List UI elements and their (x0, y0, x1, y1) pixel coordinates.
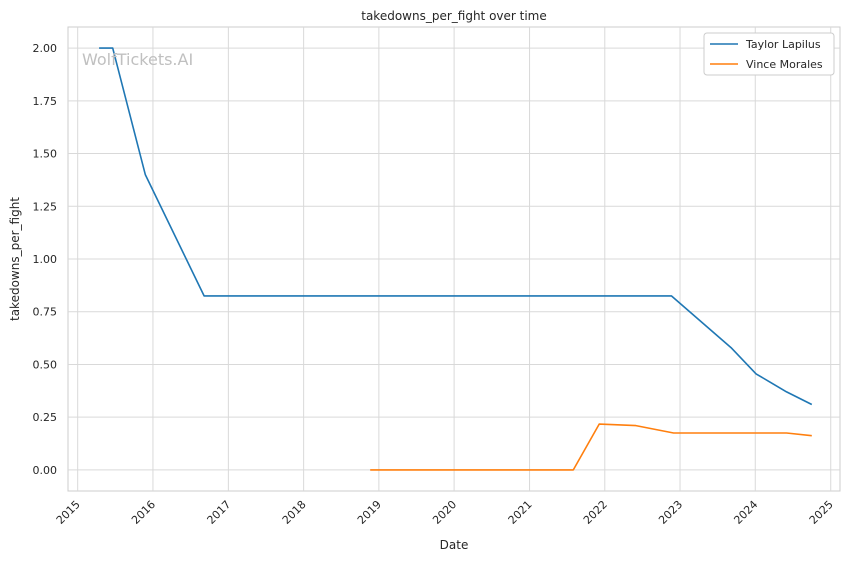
legend-label-taylor-lapilus: Taylor Lapilus (745, 38, 821, 51)
y-tick-label: 0.50 (33, 358, 58, 371)
x-tick-label: 2021 (506, 498, 535, 527)
y-tick-label: 0.25 (33, 411, 58, 424)
x-tick-label: 2023 (656, 498, 685, 527)
x-tick-label: 2016 (129, 498, 158, 527)
grid-lines (68, 27, 840, 491)
y-axis-label: takedowns_per_fight (8, 197, 22, 321)
y-tick-label: 1.00 (33, 253, 58, 266)
y-tick-label: 1.50 (33, 148, 58, 161)
x-tick-label: 2019 (355, 498, 384, 527)
y-tick-label: 0.00 (33, 464, 58, 477)
x-tick-label: 2025 (807, 498, 836, 527)
x-tick-label: 2015 (54, 498, 83, 527)
y-tick-label: 0.75 (33, 306, 58, 319)
legend: Taylor Lapilus Vince Morales (703, 32, 835, 76)
x-tick-label: 2018 (280, 498, 309, 527)
chart-title: takedowns_per_fight over time (361, 9, 547, 23)
x-axis-label: Date (440, 538, 469, 552)
x-tick-label: 2017 (205, 498, 234, 527)
series-line-vince-morales (370, 423, 812, 471)
y-tick-labels: 0.00 0.25 0.50 0.75 1.00 1.25 1.50 1.75 2.00 (33, 42, 58, 477)
series-lines (99, 47, 813, 471)
x-tick-label: 2022 (581, 498, 610, 527)
watermark: WolfTickets.AI (82, 50, 193, 69)
y-tick-label: 2.00 (33, 42, 58, 55)
y-tick-label: 1.75 (33, 95, 58, 108)
legend-label-vince-morales: Vince Morales (746, 58, 823, 71)
x-tick-labels: 2015 2016 2017 2018 2019 2020 2021 2022 2023 2024… (54, 498, 836, 527)
x-tick-label: 2024 (731, 498, 760, 527)
y-tick-label: 1.25 (33, 200, 58, 213)
x-tick-label: 2020 (430, 498, 459, 527)
series-line-taylor-lapilus (99, 47, 813, 406)
